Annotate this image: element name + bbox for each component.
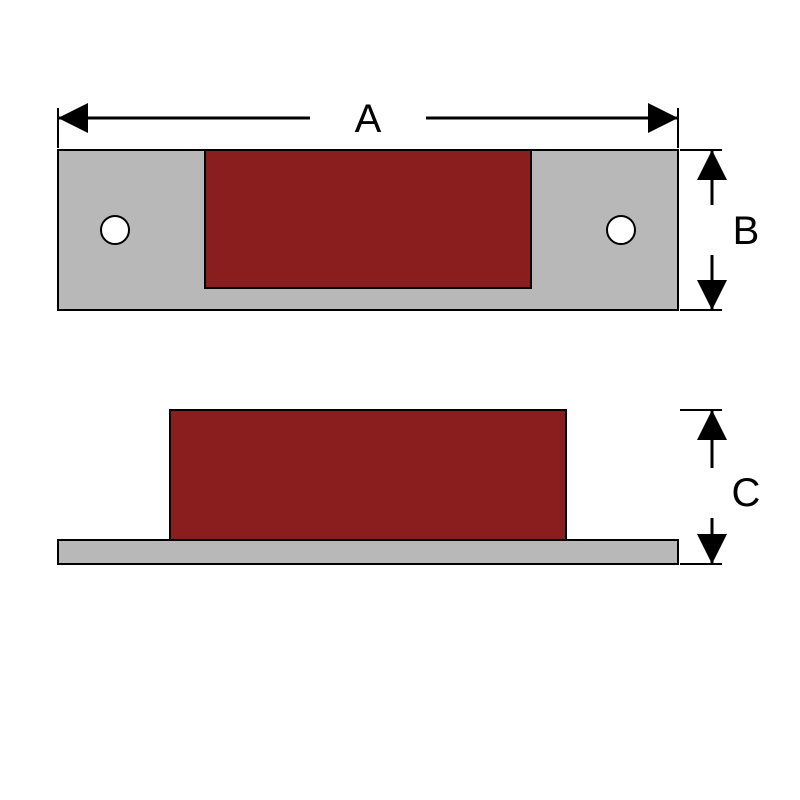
top-hole-right [607,216,635,244]
top-hole-left [101,216,129,244]
side-block [170,410,566,540]
dim-a-label: A [355,97,382,141]
top-view [58,150,678,310]
side-view [58,410,678,564]
dim-c-label: C [732,471,761,515]
dimension-c: C [680,410,760,564]
dimension-a: A [58,97,678,148]
side-plate [58,540,678,564]
dimension-diagram: A B C [0,0,800,800]
dimension-b: B [680,150,759,310]
dim-b-label: B [733,209,760,253]
top-inner-block [205,150,531,288]
diagram-svg: A B C [0,0,800,800]
